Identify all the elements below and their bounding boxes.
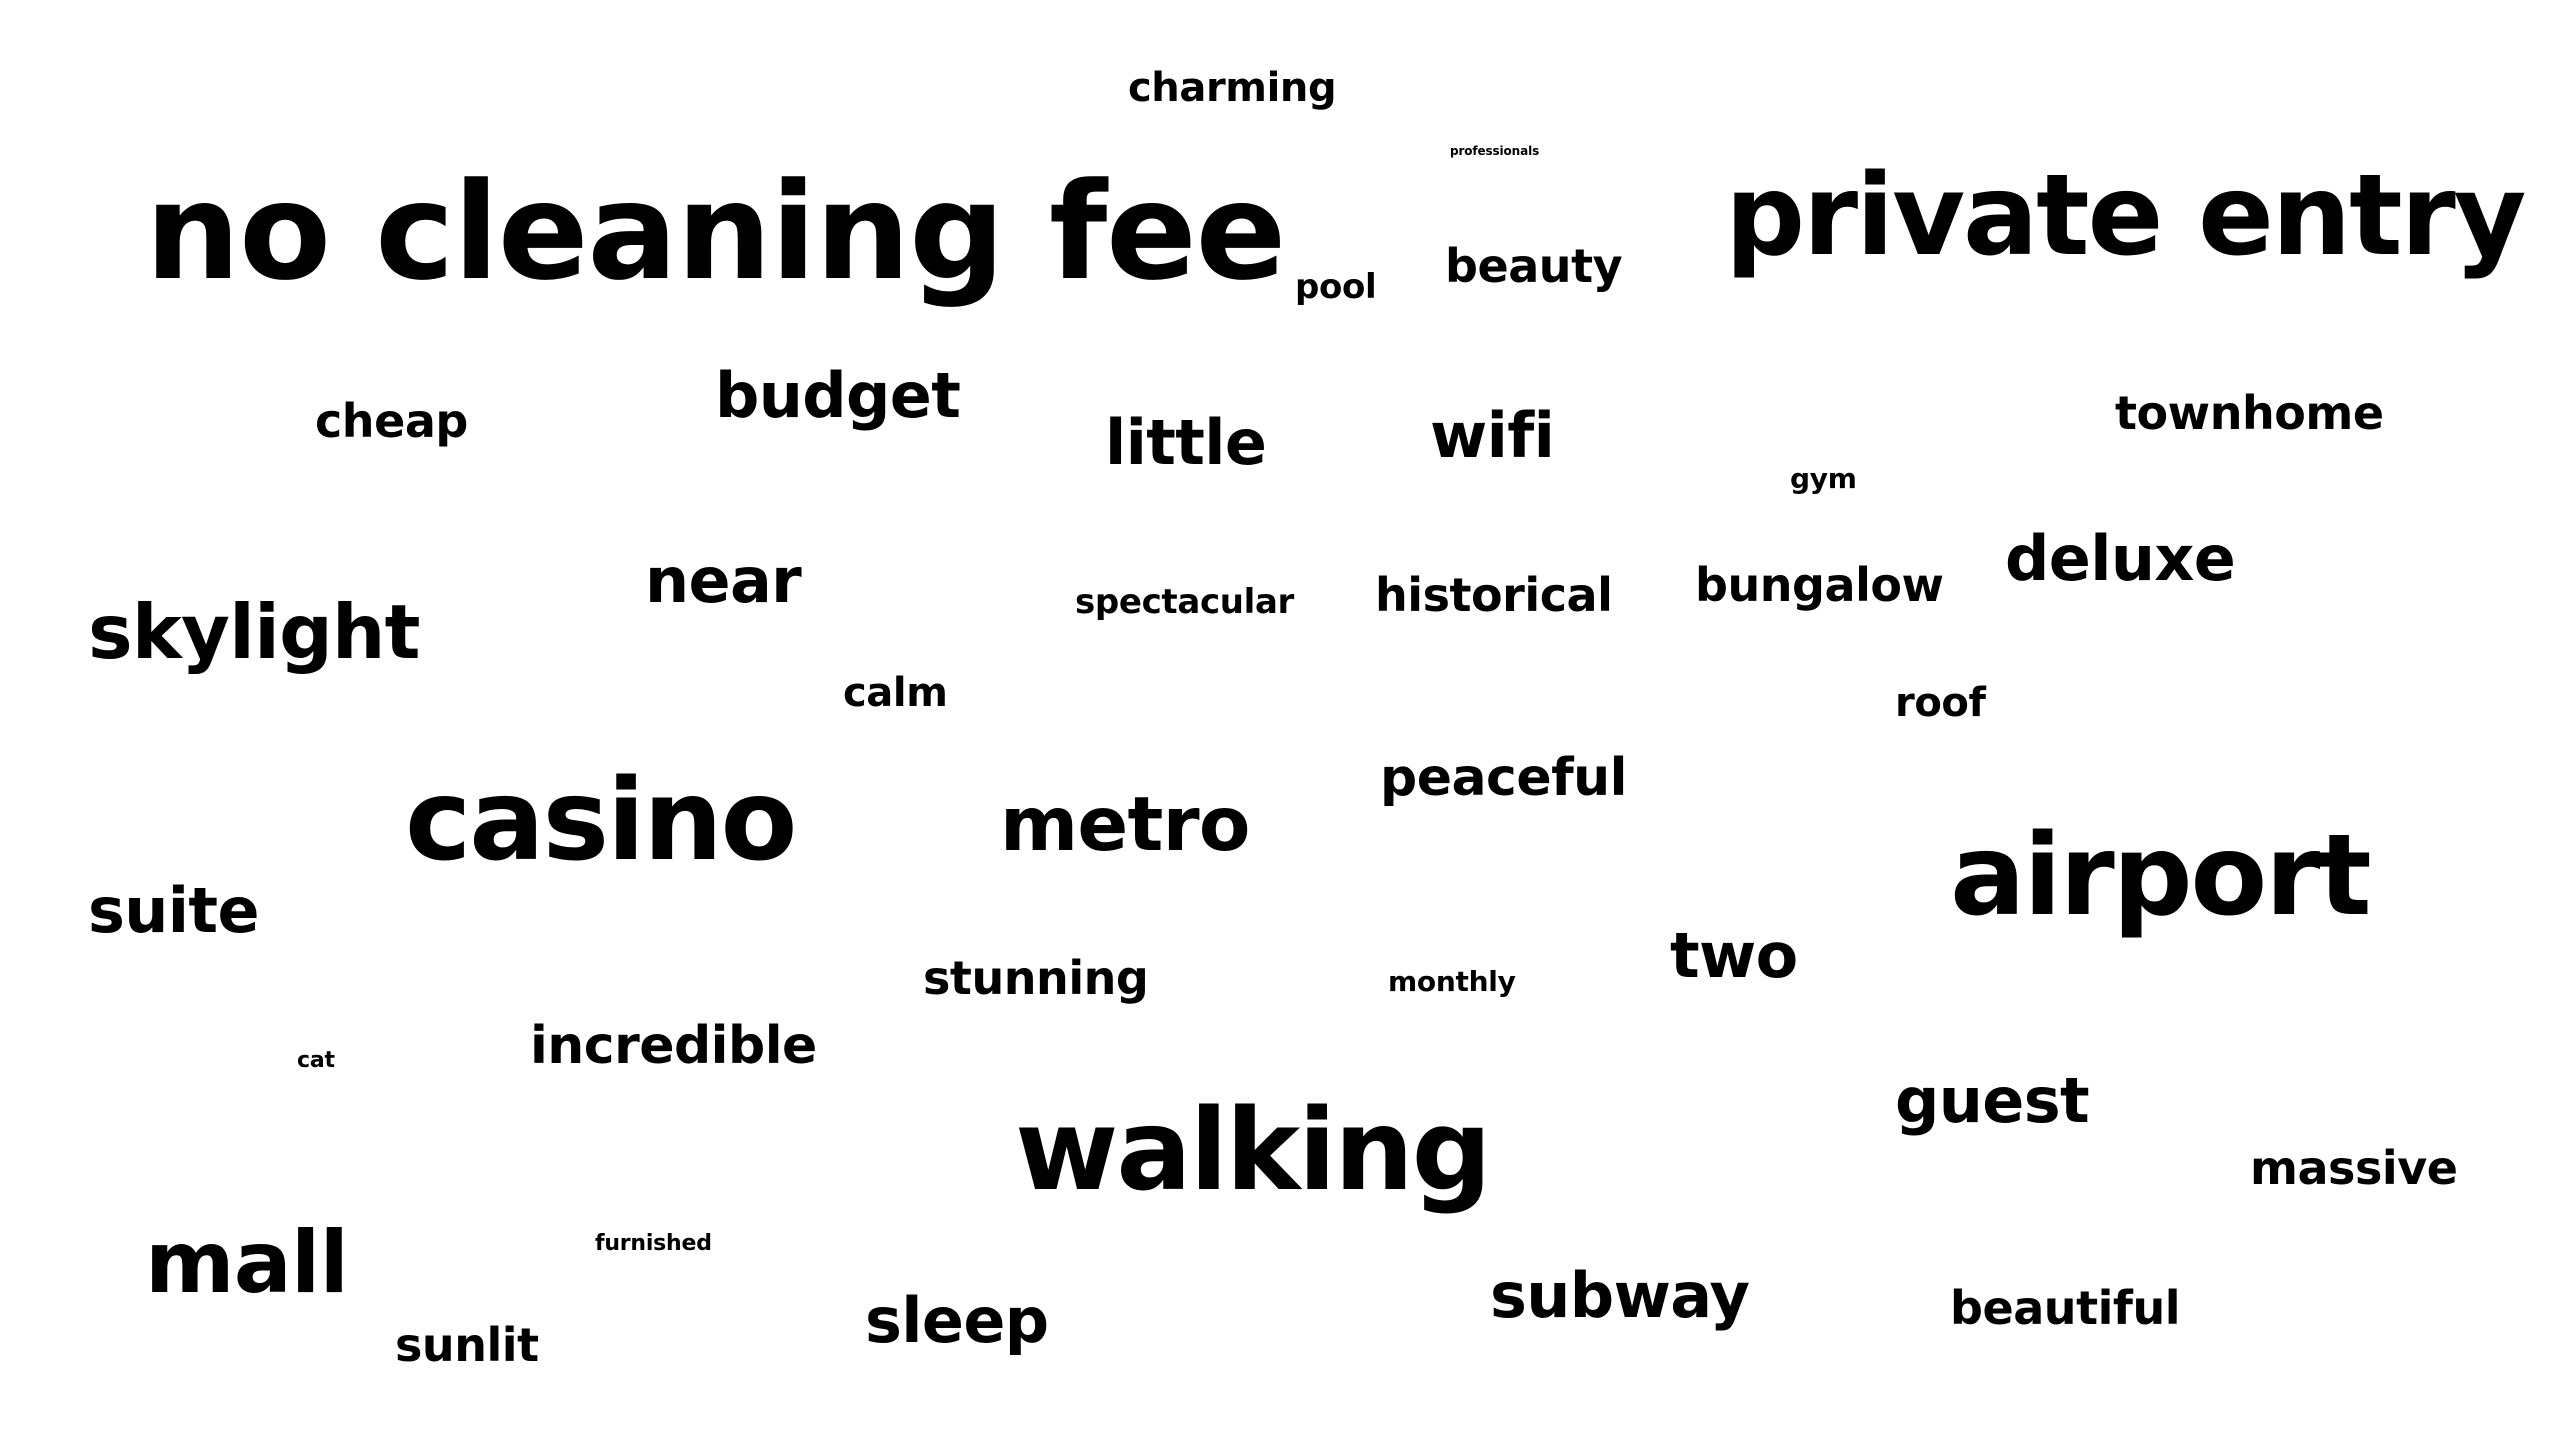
word-no-cleaning-fee: no cleaning fee bbox=[145, 154, 1286, 310]
word-sunlit: sunlit bbox=[395, 1318, 539, 1372]
word-peaceful: peaceful bbox=[1380, 748, 1628, 808]
word-sleep: sleep bbox=[865, 1284, 1049, 1357]
word-roof: roof bbox=[1895, 680, 1986, 726]
word-cheap: cheap bbox=[315, 394, 468, 448]
word-massive: massive bbox=[2250, 1141, 2458, 1195]
word-budget: budget bbox=[715, 359, 961, 432]
word-suite: suite bbox=[88, 874, 260, 947]
word-metro: metro bbox=[1000, 780, 1250, 868]
word-calm: calm bbox=[843, 670, 948, 716]
word-skylight: skylight bbox=[88, 588, 421, 676]
word-spectacular: spectacular bbox=[1075, 582, 1294, 622]
word-near: near bbox=[645, 544, 802, 617]
word-charming: charming bbox=[1128, 65, 1337, 111]
word-little: little bbox=[1105, 406, 1267, 479]
word-beauty: beauty bbox=[1445, 239, 1623, 293]
word-wifi: wifi bbox=[1430, 399, 1555, 472]
word-deluxe: deluxe bbox=[2005, 522, 2236, 595]
word-professionals: professionals bbox=[1450, 144, 1540, 158]
word-historical: historical bbox=[1375, 568, 1613, 622]
word-pool: pool bbox=[1295, 267, 1377, 307]
word-bungalow: bungalow bbox=[1695, 558, 1944, 612]
word-guest: guest bbox=[1895, 1064, 2090, 1137]
word-casino: casino bbox=[405, 756, 798, 886]
word-mall: mall bbox=[145, 1213, 349, 1313]
word-airport: airport bbox=[1950, 811, 2372, 941]
word-beautiful: beautiful bbox=[1950, 1281, 2181, 1335]
word-walking: walking bbox=[1015, 1086, 1492, 1216]
word-stunning: stunning bbox=[923, 951, 1149, 1005]
word-private-entry: private entry bbox=[1725, 151, 2526, 281]
word-furnished: furnished bbox=[595, 1231, 712, 1256]
word-townhome: townhome bbox=[2115, 386, 2384, 440]
word-two: two bbox=[1670, 919, 1798, 992]
word-incredible: incredible bbox=[530, 1016, 817, 1076]
word-cat: cat bbox=[297, 1048, 335, 1073]
word-subway: subway bbox=[1490, 1259, 1750, 1332]
word-monthly: monthly bbox=[1388, 965, 1516, 998]
word-gym: gym bbox=[1790, 462, 1857, 495]
